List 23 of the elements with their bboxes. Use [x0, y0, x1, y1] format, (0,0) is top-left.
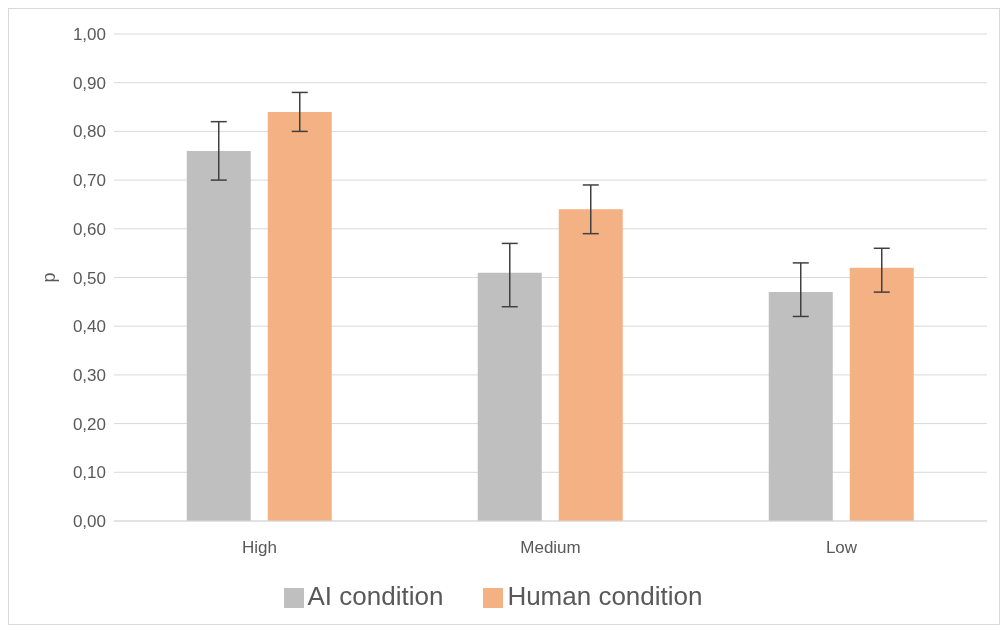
y-tick-label: 0,40: [72, 317, 106, 337]
y-tick-label: 0,90: [72, 73, 106, 93]
y-tick-label: 0,70: [72, 171, 106, 191]
y-tick-label: 0,80: [72, 122, 106, 142]
y-tick-label: 0,10: [72, 463, 106, 483]
x-tick-label: Medium: [520, 538, 581, 558]
x-tick-label: Low: [825, 538, 858, 558]
x-tick-label: High: [242, 538, 277, 558]
y-tick-label: 0,50: [72, 268, 106, 288]
bar: [558, 209, 623, 521]
y-tick-label: 0,00: [72, 512, 106, 532]
bar: [849, 267, 914, 521]
legend-label: AI condition: [307, 581, 444, 611]
bar: [477, 272, 542, 521]
bar: [768, 292, 833, 521]
legend-label: Human condition: [507, 581, 703, 611]
y-tick-label: 0,30: [72, 365, 106, 385]
bar: [267, 111, 332, 521]
y-tick-label: 0,20: [72, 414, 106, 434]
y-axis-title: p: [39, 272, 60, 283]
y-tick-label: 1,00: [72, 25, 106, 45]
bar: [186, 150, 251, 521]
y-tick-label: 0,60: [72, 219, 106, 239]
